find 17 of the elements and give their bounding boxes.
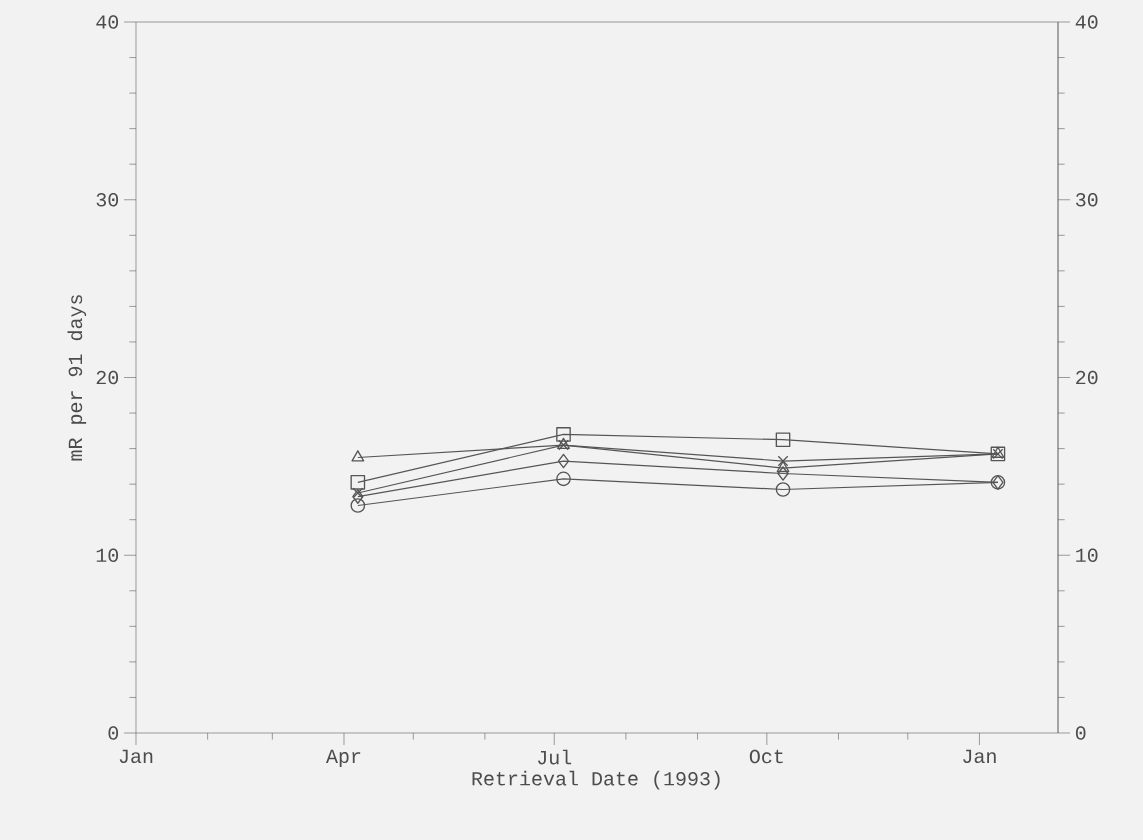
x-tick-label: Jan (963, 749, 996, 764)
y2-tick-label: 0 (1075, 726, 1086, 740)
y-tick-label: 0 (108, 726, 119, 740)
y2-tick-label: 20 (1076, 370, 1098, 385)
y2-tick-label: 30 (1075, 192, 1098, 207)
y-tick-label: 30 (96, 192, 119, 207)
y-tick-label: 40 (96, 15, 119, 29)
y-axis-title: mR per 91 days (67, 295, 87, 461)
x-tick-label: Oct (749, 749, 783, 764)
x-tick-label: Jan (119, 749, 153, 764)
x-tick-label: Jul (537, 749, 572, 765)
y-tick-label: 10 (96, 548, 119, 563)
y2-tick-label: 10 (1076, 548, 1098, 563)
x-tick-label: Apr (325, 749, 361, 768)
y2-tick-label: 40 (1075, 15, 1098, 29)
y-tick-label: 20 (96, 370, 119, 385)
x-axis-title: Retrieval Date (1993) (472, 770, 720, 790)
